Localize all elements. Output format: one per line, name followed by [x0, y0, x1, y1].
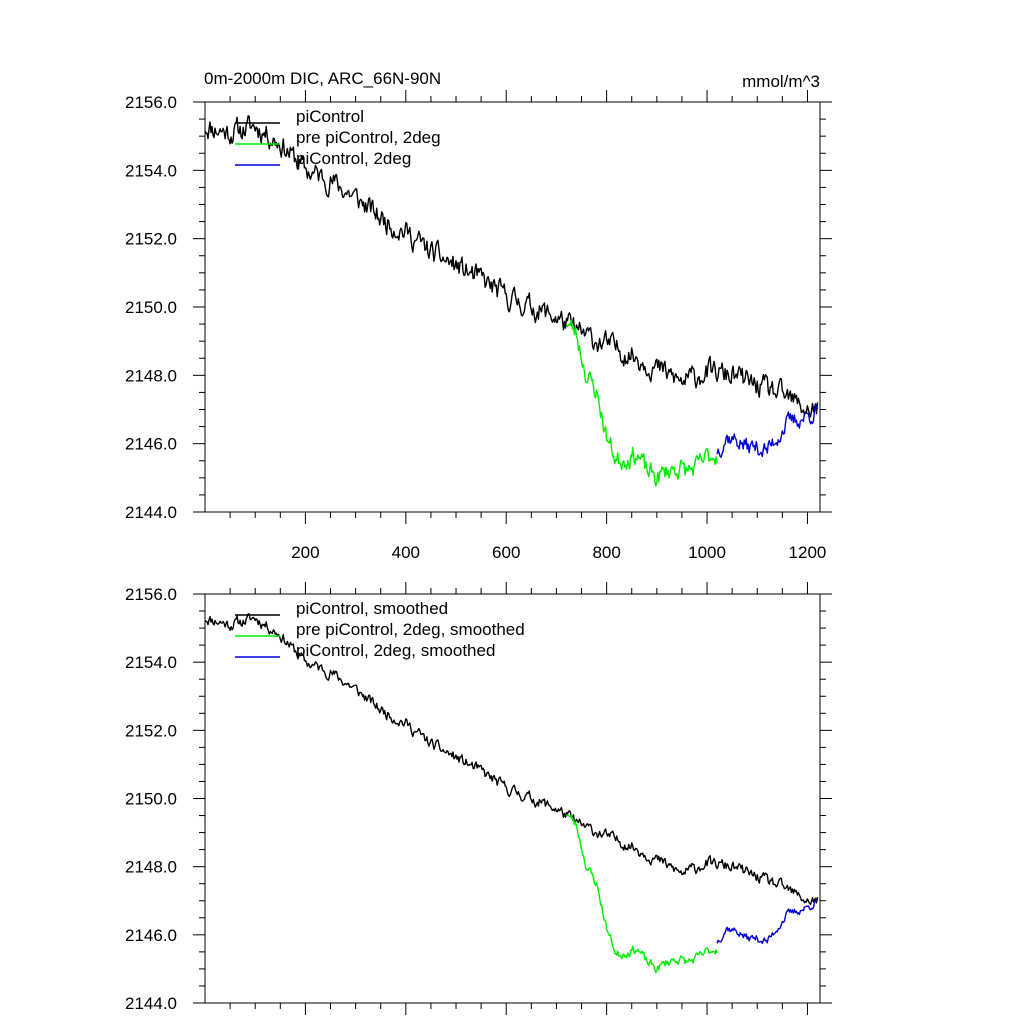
x-tick-label: 1200	[789, 543, 827, 562]
y-tick-label: 2146.0	[125, 435, 177, 454]
legend-label: pre piControl, 2deg, smoothed	[296, 620, 525, 639]
y-tick-label: 2152.0	[125, 721, 177, 740]
legend-label: piControl, 2deg	[296, 149, 411, 168]
series-line-2	[716, 898, 818, 945]
legend-label: piControl, smoothed	[296, 599, 448, 618]
y-tick-label: 2148.0	[125, 366, 177, 385]
series-line-2	[716, 403, 819, 458]
x-tick-label: 200	[291, 543, 319, 562]
y-tick-label: 2150.0	[125, 790, 177, 809]
y-tick-label: 2156.0	[125, 585, 177, 604]
chart-title: 0m-2000m DIC, ARC_66N-90N	[204, 69, 441, 88]
top-panel: 2144.0 2146.0 2148.0 2150.0 2152.0 2154.0 2156…	[125, 90, 832, 562]
y-tick-label: 2144.0	[125, 503, 177, 522]
y-tick-label: 2156.0	[125, 93, 177, 112]
x-tick-label: 600	[492, 543, 520, 562]
series-line-0	[204, 115, 819, 418]
x-tick-label: 400	[392, 543, 420, 562]
legend-label: pre piControl, 2deg	[296, 128, 441, 147]
units-label: mmol/m^3	[742, 72, 820, 91]
y-tick-label: 2146.0	[125, 926, 177, 945]
x-tick-label: 800	[592, 543, 620, 562]
y-tick-label: 2150.0	[125, 298, 177, 317]
x-tick-label: 1000	[688, 543, 726, 562]
bottom-panel: 2144.0 2146.0 2148.0 2150.0 2152.0 2154.0 2156…	[125, 582, 832, 1015]
series-line-1	[565, 319, 718, 487]
y-tick-label: 2152.0	[125, 230, 177, 249]
y-tick-label: 2144.0	[125, 994, 177, 1013]
series-line-1	[565, 813, 718, 974]
legend-label: piControl, 2deg, smoothed	[296, 641, 495, 660]
y-tick-label: 2148.0	[125, 858, 177, 877]
y-tick-label: 2154.0	[125, 161, 177, 180]
series-line-0	[204, 613, 819, 906]
y-tick-label: 2154.0	[125, 653, 177, 672]
legend-label: piControl	[296, 107, 364, 126]
